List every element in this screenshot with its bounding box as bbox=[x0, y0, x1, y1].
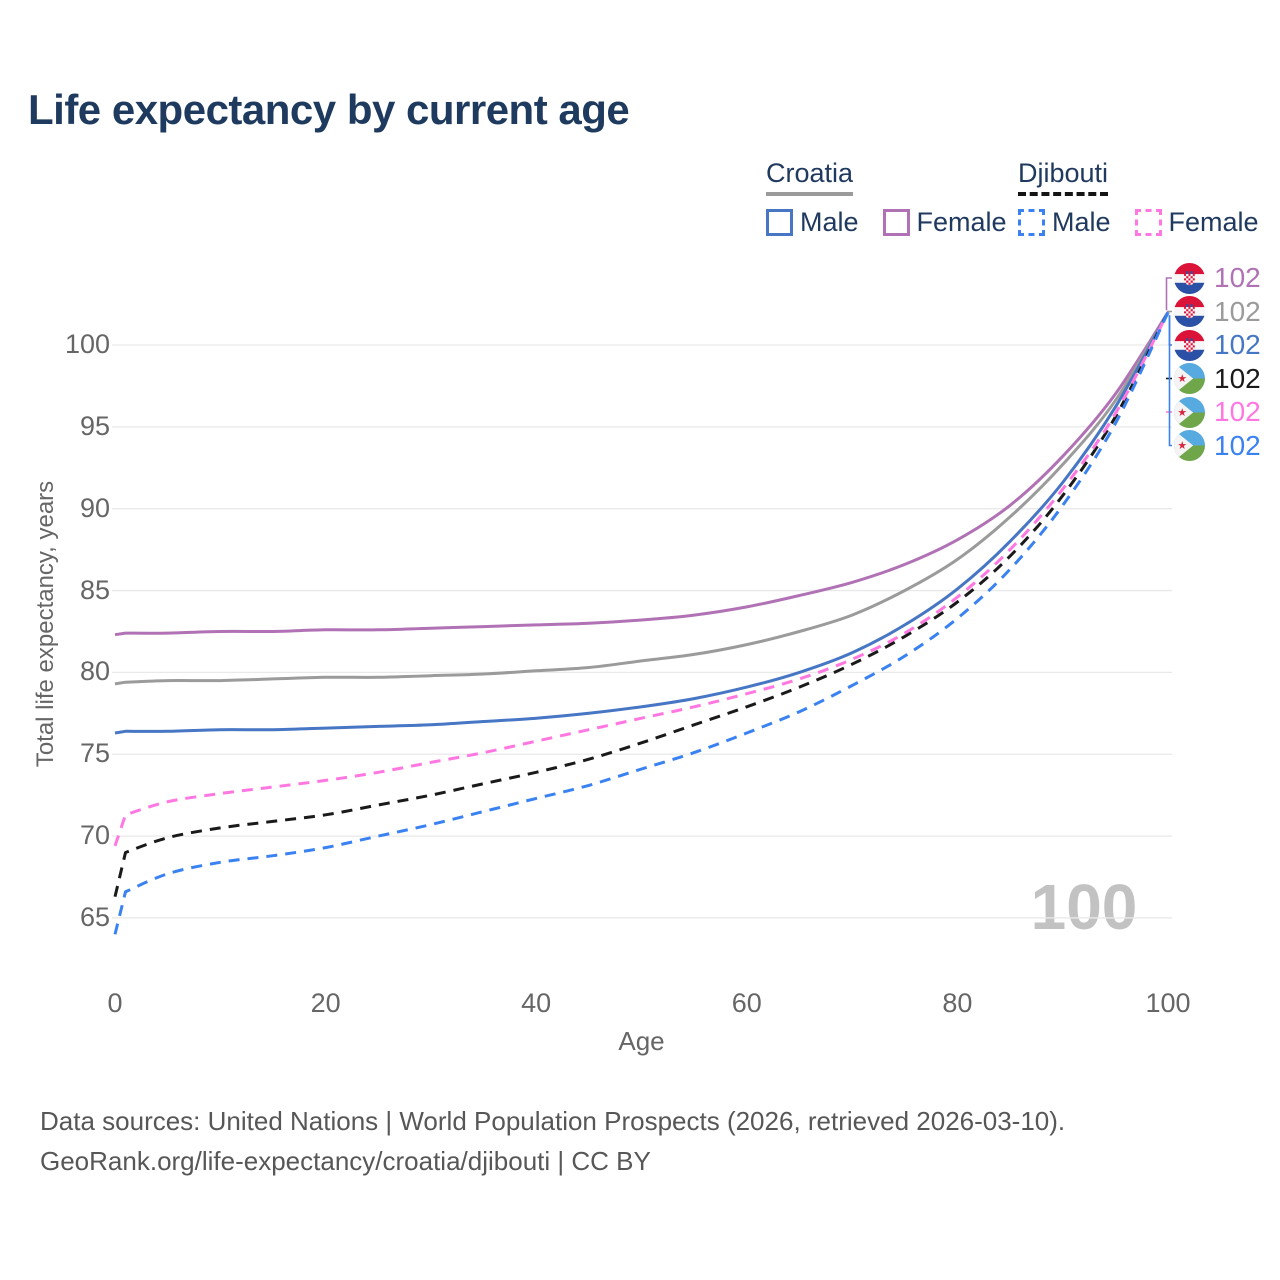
end-value: 102 bbox=[1214, 295, 1261, 327]
legend-item-djibouti-male: Male bbox=[1018, 207, 1111, 238]
x-tick-label-80: 80 bbox=[942, 988, 973, 1018]
legend-country-croatia: Croatia bbox=[766, 158, 854, 196]
x-tick-label-40: 40 bbox=[521, 988, 552, 1018]
line-djibouti-male bbox=[113, 311, 1170, 935]
y-tick-label-90: 90 bbox=[79, 492, 110, 523]
leader-djibouti-male bbox=[1168, 315, 1172, 447]
end-label-croatia-male: 102 bbox=[1174, 329, 1261, 361]
y-tick-label-80: 80 bbox=[79, 656, 110, 687]
legend-label: Female bbox=[1168, 207, 1259, 237]
djibouti-male-swatch-icon bbox=[1018, 209, 1045, 236]
djibouti-female-swatch-icon bbox=[1134, 209, 1162, 236]
gridlines bbox=[112, 344, 1172, 919]
y-tick-label-75: 75 bbox=[79, 738, 110, 769]
line-djibouti-both bbox=[113, 311, 1170, 898]
y-tick-label-65: 65 bbox=[79, 901, 110, 932]
legend-item-croatia-male: Male bbox=[766, 207, 859, 238]
page-title: Life expectancy by current age bbox=[28, 86, 630, 133]
leader-croatia-female bbox=[1165, 277, 1172, 311]
legend-item-croatia-female: Female bbox=[882, 207, 1007, 238]
series-lines bbox=[113, 311, 1170, 935]
end-value: 102 bbox=[1214, 329, 1261, 360]
x-axis-title: Age bbox=[618, 1026, 665, 1056]
croatia-female-swatch-icon bbox=[882, 209, 910, 236]
y-tick-label-70: 70 bbox=[79, 820, 110, 851]
end-label-djibouti-male: 102 bbox=[1174, 430, 1261, 462]
djibouti-flag-icon bbox=[1174, 363, 1205, 394]
x-tick-label-60: 60 bbox=[731, 988, 762, 1018]
croatia-flag-icon bbox=[1174, 330, 1205, 361]
leader-lines bbox=[1165, 277, 1172, 447]
end-value: 102 bbox=[1214, 262, 1261, 293]
line-croatia-female bbox=[114, 311, 1170, 637]
legend-items-djibouti: Male Female bbox=[1018, 207, 1259, 238]
croatia-flag-icon bbox=[1174, 296, 1205, 327]
line-croatia-both bbox=[114, 311, 1170, 686]
legend-group-djibouti: Djibouti Male Female bbox=[1018, 158, 1259, 238]
croatia-flag-icon bbox=[1174, 263, 1205, 294]
end-label-djibouti-female: 102 bbox=[1174, 396, 1261, 428]
y-tick-label-85: 85 bbox=[79, 574, 110, 605]
line-djibouti-female bbox=[113, 311, 1170, 847]
legend-items-croatia: Male Female bbox=[766, 207, 1007, 238]
x-tick-label-100: 100 bbox=[1145, 988, 1191, 1018]
y-tick-label-100: 100 bbox=[64, 329, 110, 359]
djibouti-flag-icon bbox=[1174, 430, 1205, 461]
x-tick-label-0: 0 bbox=[107, 988, 123, 1018]
legend-country-djibouti: Djibouti bbox=[1018, 158, 1109, 196]
end-label-djibouti-both: 102 bbox=[1174, 363, 1261, 395]
legend-item-djibouti-female: Female bbox=[1134, 207, 1259, 238]
attribution-text: GeoRank.org/life-expectancy/croatia/djib… bbox=[40, 1146, 651, 1176]
djibouti-flag-icon bbox=[1174, 397, 1205, 428]
legend-label: Female bbox=[916, 207, 1007, 237]
legend-label: Male bbox=[800, 207, 859, 237]
end-value: 102 bbox=[1214, 362, 1261, 394]
end-value: 102 bbox=[1214, 396, 1261, 427]
line-croatia-male bbox=[114, 311, 1170, 735]
croatia-male-swatch-icon bbox=[766, 209, 793, 236]
y-tick-label-95: 95 bbox=[79, 410, 110, 441]
legend-group-croatia: Croatia Male Female bbox=[766, 158, 1007, 238]
data-sources-text: Data sources: United Nations | World Pop… bbox=[40, 1106, 1066, 1136]
end-label-croatia-both: 102 bbox=[1174, 296, 1261, 328]
end-label-croatia-female: 102 bbox=[1174, 262, 1261, 294]
x-tick-label-20: 20 bbox=[310, 988, 341, 1018]
legend-label: Male bbox=[1052, 207, 1111, 237]
age-watermark: 100 bbox=[1030, 871, 1138, 943]
end-value: 102 bbox=[1214, 429, 1261, 461]
